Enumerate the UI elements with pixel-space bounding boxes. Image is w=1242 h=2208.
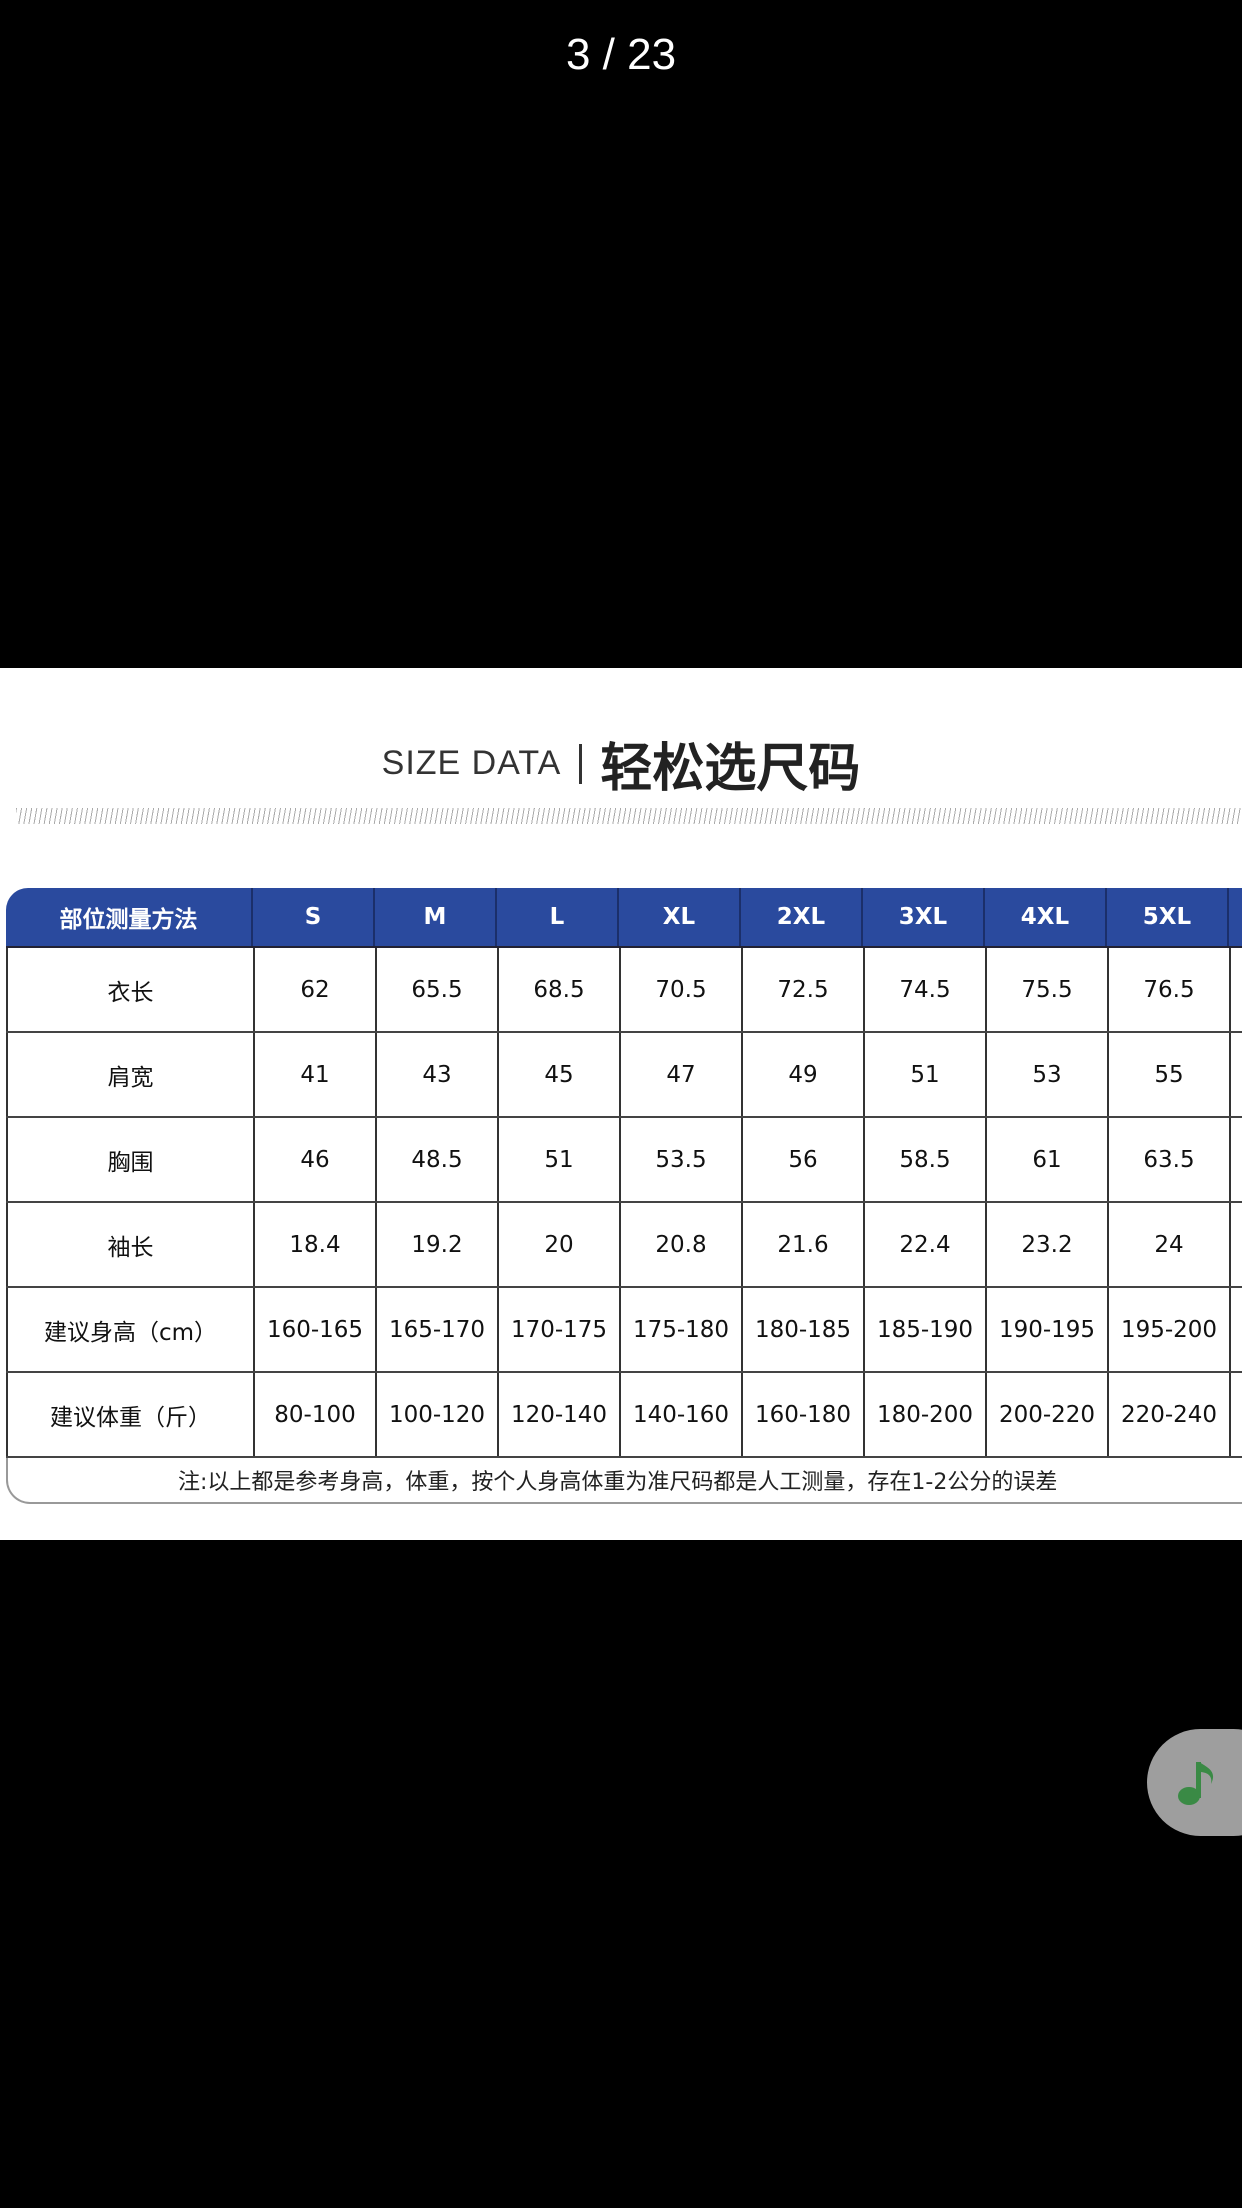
table-cell: 72.5: [741, 948, 863, 1031]
column-header: S: [251, 888, 373, 946]
column-header: XL: [617, 888, 739, 946]
table-cell: 2: [1229, 1373, 1242, 1456]
table-cell: 70.5: [619, 948, 741, 1031]
size-table: 部位测量方法 S M L XL 2XL 3XL 4XL 5XL 衣长 62 65.5 68.5 70.5 7…: [6, 888, 1242, 1504]
table-cell: 65.5: [375, 948, 497, 1031]
table-cell: 2: [1229, 1288, 1242, 1371]
table-cell: 49: [741, 1033, 863, 1116]
table-row: 衣长 62 65.5 68.5 70.5 72.5 74.5 75.5 76.5: [6, 948, 1242, 1033]
table-cell: 18.4: [253, 1203, 375, 1286]
table-cell: [1229, 948, 1242, 1031]
table-cell: [1229, 1118, 1242, 1201]
hatched-divider: [16, 808, 1242, 824]
table-cell: 175-180: [619, 1288, 741, 1371]
table-cell: 74.5: [863, 948, 985, 1031]
table-cell: 170-175: [497, 1288, 619, 1371]
column-header: 5XL: [1105, 888, 1227, 946]
table-cell: 53: [985, 1033, 1107, 1116]
image-counter: 3 / 23: [565, 30, 677, 79]
table-note: 注:以上都是参考身高，体重，按个人身高体重为准尺码都是人工测量，存在1-2公分的…: [6, 1458, 1242, 1504]
table-cell: 160-180: [741, 1373, 863, 1456]
table-cell: 185-190: [863, 1288, 985, 1371]
table-cell: 180-185: [741, 1288, 863, 1371]
table-cell: 51: [863, 1033, 985, 1116]
table-cell: 21.6: [741, 1203, 863, 1286]
table-cell: 100-120: [375, 1373, 497, 1456]
table-cell: 46: [253, 1118, 375, 1201]
table-row: 建议体重（斤） 80-100 100-120 120-140 140-160 160-18…: [6, 1373, 1242, 1458]
table-cell: 61: [985, 1118, 1107, 1201]
table-cell: 62: [253, 948, 375, 1031]
table-cell: 56: [741, 1118, 863, 1201]
table-cell: 58.5: [863, 1118, 985, 1201]
table-cell: [1229, 1203, 1242, 1286]
table-cell: 20.8: [619, 1203, 741, 1286]
table-row: 肩宽 41 43 45 47 49 51 53 55: [6, 1033, 1242, 1118]
table-cell: 190-195: [985, 1288, 1107, 1371]
column-header: L: [495, 888, 617, 946]
column-header: [1227, 888, 1242, 946]
row-label: 袖长: [6, 1203, 253, 1286]
column-header: 2XL: [739, 888, 861, 946]
table-cell: 165-170: [375, 1288, 497, 1371]
column-header: M: [373, 888, 495, 946]
table-cell: 45: [497, 1033, 619, 1116]
column-header: 4XL: [983, 888, 1105, 946]
row-label: 建议体重（斤）: [6, 1373, 253, 1456]
table-cell: 195-200: [1107, 1288, 1229, 1371]
table-row: 袖长 18.4 19.2 20 20.8 21.6 22.4 23.2 24: [6, 1203, 1242, 1288]
column-header: 3XL: [861, 888, 983, 946]
table-cell: 180-200: [863, 1373, 985, 1456]
table-cell: 53.5: [619, 1118, 741, 1201]
music-note-icon: [1178, 1761, 1214, 1805]
table-row: 胸围 46 48.5 51 53.5 56 58.5 61 63.5: [6, 1118, 1242, 1203]
table-cell: 68.5: [497, 948, 619, 1031]
table-cell: 20: [497, 1203, 619, 1286]
title-divider: [579, 743, 583, 784]
table-cell: 55: [1107, 1033, 1229, 1116]
table-cell: 43: [375, 1033, 497, 1116]
column-header: 部位测量方法: [59, 907, 198, 933]
table-cell: 200-220: [985, 1373, 1107, 1456]
row-label: 建议身高（cm）: [6, 1288, 253, 1371]
table-cell: 41: [253, 1033, 375, 1116]
table-cell: 51: [497, 1118, 619, 1201]
table-cell: 75.5: [985, 948, 1107, 1031]
table-cell: 76.5: [1107, 948, 1229, 1031]
title-chinese: 轻松选尺码: [600, 739, 861, 799]
table-cell: 48.5: [375, 1118, 497, 1201]
table-row: 建议身高（cm） 160-165 165-170 170-175 175-180 180-…: [6, 1288, 1242, 1373]
table-cell: [1229, 1033, 1242, 1116]
table-cell: 80-100: [253, 1373, 375, 1456]
table-cell: 160-165: [253, 1288, 375, 1371]
title-english: SIZE DATA: [381, 744, 562, 782]
table-cell: 220-240: [1107, 1373, 1229, 1456]
table-cell: 19.2: [375, 1203, 497, 1286]
row-label: 胸围: [6, 1118, 253, 1201]
table-cell: 24: [1107, 1203, 1229, 1286]
row-label: 衣长: [6, 948, 253, 1031]
size-chart-image: SIZE DATA 轻松选尺码 部位测量方法 S M L XL 2XL 3XL 4XL 5XL 衣长…: [0, 668, 1242, 1540]
table-cell: 120-140: [497, 1373, 619, 1456]
table-cell: 140-160: [619, 1373, 741, 1456]
table-cell: 22.4: [863, 1203, 985, 1286]
table-cell: 63.5: [1107, 1118, 1229, 1201]
chart-title: SIZE DATA 轻松选尺码: [0, 726, 1242, 801]
table-header-row: 部位测量方法 S M L XL 2XL 3XL 4XL 5XL: [6, 888, 1242, 948]
music-button[interactable]: [1147, 1729, 1242, 1836]
table-cell: 47: [619, 1033, 741, 1116]
row-label: 肩宽: [6, 1033, 253, 1116]
table-cell: 23.2: [985, 1203, 1107, 1286]
